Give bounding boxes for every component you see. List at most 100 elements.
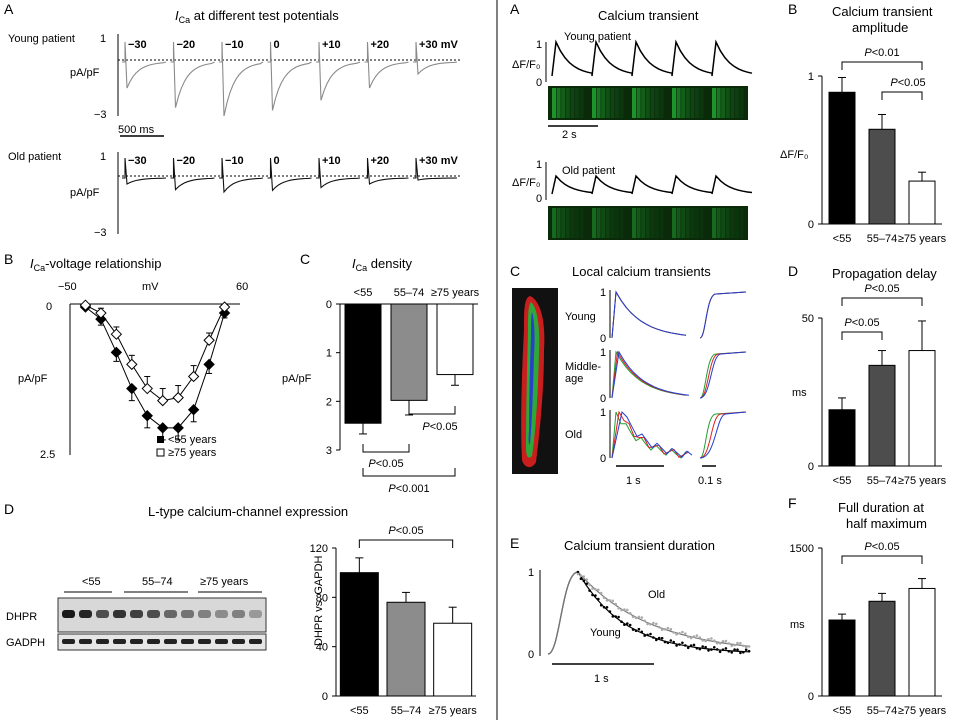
band-dhpr-2 (96, 610, 109, 618)
right-e-young-dot-41 (695, 647, 699, 650)
right-e-young-dot-35 (678, 643, 681, 646)
right-e-young-dot-40 (692, 643, 696, 647)
linescan-0-4-5 (735, 88, 739, 118)
right-a-old-y0: 0 (536, 193, 542, 205)
linescan-1-1-3 (605, 208, 610, 238)
linescan-0-1-1 (596, 88, 601, 118)
band-gadph-11 (249, 639, 262, 644)
left-c-plot: 0 1 2 3 <55 55–74 ≥75 years P<0.05 P<0.05 P<0.001 (326, 287, 480, 495)
left-D-ytick-label-1: 40 (316, 642, 328, 654)
right-e-young-dot-28 (657, 636, 661, 640)
trace-young-5 (364, 41, 409, 89)
iv-line-1 (85, 304, 225, 402)
band-dhpr-5 (147, 610, 160, 618)
left-d-ylabel: DHPR vs. GAPDH (313, 555, 325, 646)
right-e-young-dot-36 (681, 641, 684, 645)
right-e-young-dot-9 (602, 606, 606, 609)
band-gadph-5 (147, 639, 160, 644)
left-d-panel-label: D (4, 501, 14, 517)
left-C-ytick-label-3: 3 (326, 445, 332, 457)
right-c-trace-0-2 (611, 290, 687, 339)
right-e-old-dot-22 (640, 616, 644, 619)
left-a-old-traces (122, 157, 458, 194)
linescan-1-3-1 (676, 208, 681, 238)
right-e-young-dot-14 (617, 615, 620, 619)
left-C-sig-bracket-2 (362, 468, 456, 477)
linescan-1-3-6 (699, 208, 704, 238)
left-c-title: ICa density (352, 256, 412, 273)
trace-old-5 (364, 157, 409, 185)
band-gadph-9 (215, 639, 228, 644)
right-d-plot: 0 50 <55 55–74 ≥75 years P<0.05 P<0.05 (802, 283, 947, 487)
right-c-y0-1: 0 (600, 393, 606, 405)
linescan-1-2-6 (659, 208, 664, 238)
linescan-1-2-1 (636, 208, 641, 238)
right-e-young-dot-8 (599, 603, 603, 607)
left-D-ytick-label-2: 80 (316, 592, 328, 604)
left-c-panel-label: C (300, 251, 310, 267)
right-e-old-dot-49 (718, 642, 722, 645)
left-b-plot (79, 299, 231, 441)
iv-point-1-4 (141, 382, 153, 395)
left-b-xmax: 60 (236, 281, 248, 293)
western-blot: <55 55–74 ≥75 years DHPR GADPH (6, 576, 267, 651)
right-e-old-dot-8 (599, 591, 603, 595)
linescan-1-3-3 (685, 208, 690, 238)
right-F-sig-label-0: P<0.05 (864, 541, 899, 553)
right-e-old-dot-44 (704, 639, 707, 643)
right-e-old-dot-26 (652, 621, 655, 625)
band-dhpr-10 (232, 610, 245, 618)
right-B-category-1: 55–74 (867, 233, 898, 245)
right-a-old-y1: 1 (536, 159, 542, 171)
right-e-old-dot-32 (669, 627, 673, 631)
right-e-young-dot-1 (579, 577, 583, 581)
right-b-ylabel: ΔF/F₀ (780, 149, 808, 161)
right-c-trace-0-0 (611, 290, 687, 339)
left-C-category-0: <55 (354, 287, 373, 299)
right-B-bar-0 (828, 91, 856, 225)
band-dhpr-6 (164, 610, 177, 618)
right-e-old-dot-16 (623, 608, 626, 611)
right-d-panel-label: D (788, 263, 798, 279)
right-e-young-dot-10 (605, 606, 609, 609)
right-a-title: Calcium transient (598, 8, 699, 23)
right-B-ytick-label-0: 0 (808, 219, 814, 231)
left-a-panel-label: A (4, 1, 14, 17)
left-b-xlabel: mV (142, 281, 159, 293)
right-F-category-0: <55 (833, 705, 852, 717)
left-C-bar-1 (390, 303, 428, 401)
right-a-young-y1: 1 (536, 39, 542, 51)
right-e-panel-label: E (510, 535, 519, 551)
right-e-young-dot-49 (718, 650, 722, 654)
right-e-old-dot-13 (614, 602, 617, 606)
right-e-old-dot-18 (628, 611, 632, 615)
right-B-sig-label-0: P<0.01 (864, 47, 899, 59)
right-e-old-dot-7 (597, 588, 600, 592)
right-e-old-dot-2 (582, 575, 586, 578)
right-c-zoom-0-2 (699, 291, 747, 339)
linescan-0-2-5 (655, 88, 659, 118)
linescan-0-4-0 (712, 88, 716, 118)
right-d-ylabel: ms (792, 387, 807, 399)
trace-old-0 (122, 157, 167, 185)
right-a-young-label: Young patient (564, 31, 631, 43)
right-e-old-dot-14 (617, 606, 620, 610)
right-e-old-dot-45 (707, 637, 710, 641)
right-F-bar-0 (828, 619, 856, 697)
left-b-panel-label: B (4, 251, 13, 267)
right-D-sig-label-0: P<0.05 (864, 283, 899, 295)
right-c-title: Local calcium transients (572, 264, 711, 279)
right-e-young-dot-0 (576, 570, 580, 574)
right-e-young-dot-46 (710, 648, 713, 651)
right-c-zoom-2-2 (699, 411, 747, 459)
linescan-0-4-6 (739, 88, 744, 118)
iv-point-0-8 (203, 358, 215, 371)
right-e-young-dot-26 (652, 636, 655, 639)
right-a-young-trace (551, 39, 753, 77)
right-e-old-dot-30 (663, 627, 667, 631)
iv-point-1-8 (203, 334, 215, 346)
band-dhpr-3 (113, 610, 126, 618)
iv-point-1-9 (218, 301, 231, 313)
right-c-y0-0: 0 (600, 333, 606, 345)
right-c-y1-2: 1 (600, 407, 606, 419)
